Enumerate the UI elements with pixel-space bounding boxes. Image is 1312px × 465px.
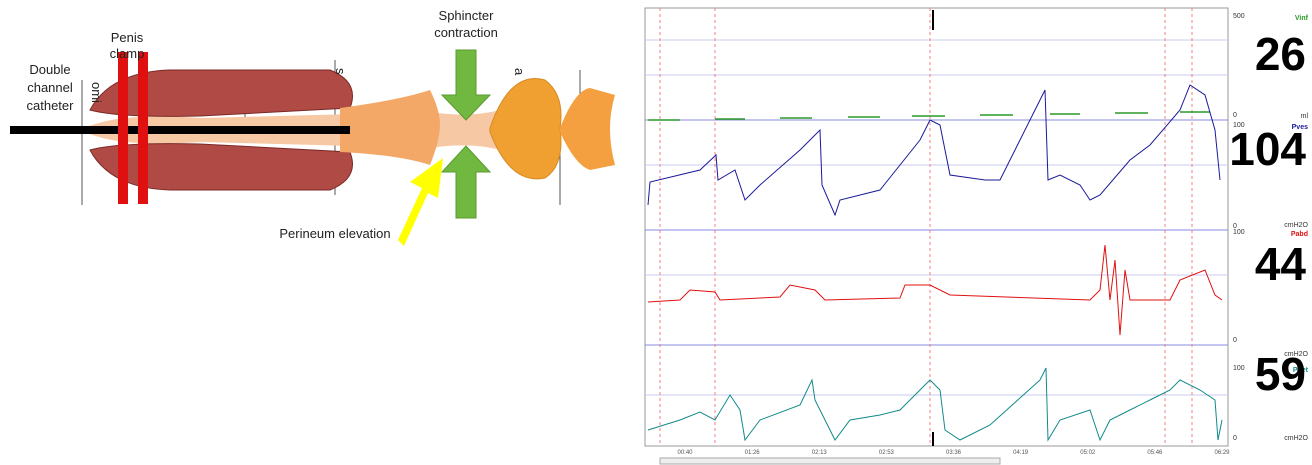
page: Double channel catheter Penis clamp Sphi… <box>0 0 1312 465</box>
plot-frame <box>645 8 1228 446</box>
arrow-up <box>442 146 490 218</box>
channel-unit: cmH2O <box>1284 435 1308 442</box>
prostate <box>490 79 561 179</box>
scene: Double channel catheter Penis clamp Sphi… <box>0 0 1312 465</box>
time-label: 02:13 <box>812 450 828 456</box>
clamp <box>138 52 148 204</box>
scale-bottom: 0 <box>1233 337 1237 344</box>
scale-bottom: 0 <box>1233 112 1237 119</box>
bladder-neck <box>560 88 615 170</box>
scale-top: 500 <box>1233 13 1245 20</box>
time-label: 02:53 <box>879 450 895 456</box>
time-label: 06:29 <box>1214 450 1230 456</box>
label: catheter <box>27 98 75 113</box>
label: contraction <box>434 25 498 40</box>
scale-bottom: 0 <box>1233 435 1237 442</box>
bulb-tissue <box>340 90 440 165</box>
scale-top: 100 <box>1233 229 1245 236</box>
monitor <box>645 8 1228 464</box>
channel-name: Vinf <box>1295 15 1309 22</box>
catheter <box>10 126 350 134</box>
time-label: 03:36 <box>946 450 962 456</box>
anatomy: Double channel catheter Penis clamp Sphi… <box>10 8 615 246</box>
channel-reading: 104 <box>1229 123 1306 175</box>
scale-top: 100 <box>1233 365 1245 372</box>
label: channel <box>27 80 73 95</box>
channel-name: Pabd <box>1291 231 1308 238</box>
label: Perineum elevation <box>279 226 390 241</box>
label: omi <box>89 82 104 103</box>
time-label: 05:02 <box>1080 450 1096 456</box>
channel-info: 5000Vinfml261000PvescmH2O1041000PabdcmH2… <box>1229 13 1308 442</box>
time-label: 01:26 <box>745 450 761 456</box>
time-axis: 00:40 01:26 02:13 02:53 03:36 04:19 05:02 05:46… <box>677 450 1230 456</box>
label: Sphincter <box>439 8 495 23</box>
channel-reading: 26 <box>1255 28 1306 80</box>
tissue-upper <box>90 70 353 116</box>
channel-unit: ml <box>1301 113 1309 120</box>
label: a <box>512 68 527 76</box>
clamp <box>118 52 128 204</box>
channel-unit: cmH2O <box>1284 222 1308 229</box>
channel-reading: 59 <box>1255 348 1306 400</box>
label: s <box>333 68 348 75</box>
time-label: 05:46 <box>1147 450 1163 456</box>
channel-reading: 44 <box>1255 238 1307 290</box>
time-label: 04:19 <box>1013 450 1029 456</box>
arrow-down <box>442 50 490 120</box>
label: Penis <box>111 30 144 45</box>
label: Double <box>29 62 70 77</box>
time-label: 00:40 <box>677 450 693 456</box>
scrollbar <box>660 458 1000 464</box>
tissue-lower <box>90 144 353 190</box>
arrow-perineum <box>398 158 443 246</box>
label: clamp <box>110 46 145 61</box>
